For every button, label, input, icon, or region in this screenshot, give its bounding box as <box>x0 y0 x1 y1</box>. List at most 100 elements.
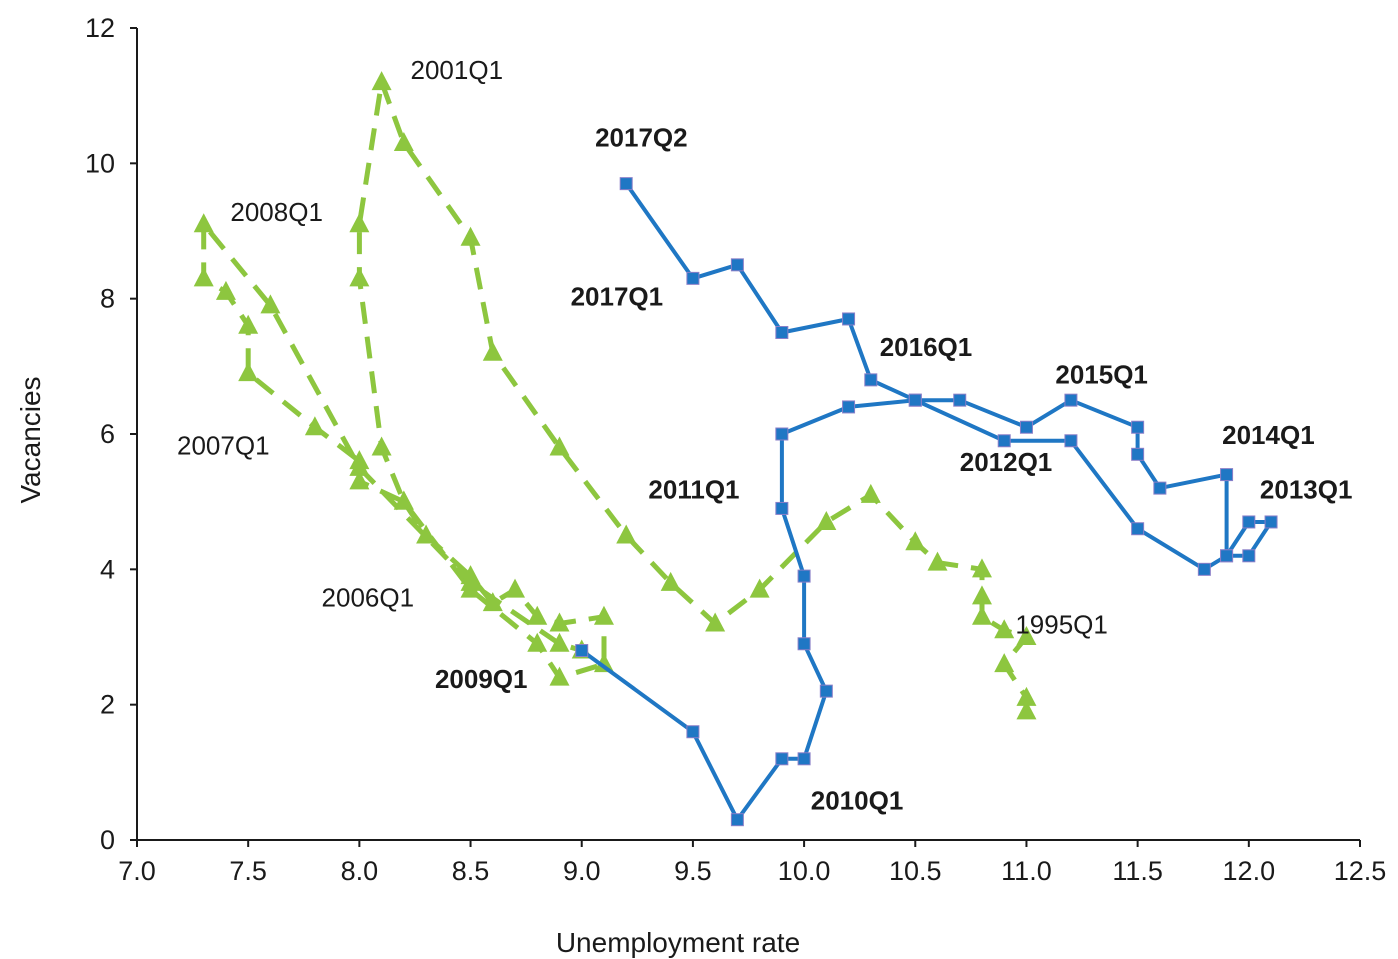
x-tick-label: 10.5 <box>889 856 942 886</box>
data-point <box>527 605 548 625</box>
series-1 <box>193 71 1037 720</box>
data-point <box>238 362 259 382</box>
x-tick-label: 12.0 <box>1223 856 1276 886</box>
data-point <box>393 132 414 152</box>
data-point <box>797 637 811 651</box>
data-point <box>775 427 789 441</box>
x-tick-label: 9.0 <box>563 856 601 886</box>
point-annotation: 2016Q1 <box>880 332 973 362</box>
x-tick-label: 10.0 <box>778 856 831 886</box>
data-point <box>619 177 633 191</box>
data-point <box>1264 515 1278 529</box>
y-tick-label: 0 <box>100 825 115 855</box>
data-point <box>1220 549 1234 563</box>
data-point <box>371 71 392 91</box>
data-point <box>842 312 856 326</box>
data-point <box>549 666 570 686</box>
data-point <box>819 684 833 698</box>
data-point <box>1131 447 1145 461</box>
data-point <box>1019 420 1033 434</box>
data-point <box>971 605 992 625</box>
point-annotation: 2017Q2 <box>595 122 688 152</box>
y-tick-label: 10 <box>85 148 115 178</box>
data-point <box>797 569 811 583</box>
series-2 <box>575 177 1278 827</box>
point-annotation: 2010Q1 <box>811 786 904 816</box>
point-annotation: 2006Q1 <box>322 583 415 613</box>
point-annotation: 2012Q1 <box>960 447 1053 477</box>
data-point <box>927 551 948 571</box>
data-point <box>864 373 878 387</box>
data-point <box>1016 626 1037 645</box>
data-point <box>775 752 789 766</box>
data-point <box>349 267 370 287</box>
data-point <box>1131 522 1145 536</box>
data-point <box>593 605 614 625</box>
point-annotation: 2011Q1 <box>648 474 739 504</box>
x-tick-label: 7.5 <box>229 856 267 886</box>
data-point <box>971 558 992 578</box>
point-annotation: 2017Q1 <box>571 281 664 311</box>
chart-axes: 7.0 7.5 8.0 8.5 9.0 9.5 10.0 10.5 11.0 11.5 12.0 12… <box>85 13 1386 886</box>
data-point <box>1242 549 1256 563</box>
data-point <box>994 619 1015 639</box>
data-point <box>775 326 789 339</box>
data-point <box>1220 468 1234 482</box>
data-point <box>1153 481 1167 495</box>
point-annotation: 2013Q1 <box>1260 474 1353 504</box>
data-point <box>460 571 481 591</box>
x-tick-label: 11.0 <box>1001 856 1052 886</box>
y-tick-label: 6 <box>100 419 115 449</box>
data-point <box>953 393 967 407</box>
data-point <box>549 612 570 632</box>
data-point <box>1064 393 1078 407</box>
data-point <box>730 258 744 272</box>
data-point <box>505 578 526 598</box>
point-annotation: 2015Q1 <box>1055 359 1148 389</box>
data-point <box>816 510 837 530</box>
data-point <box>971 585 992 605</box>
y-tick-label: 4 <box>100 554 115 584</box>
data-point <box>660 571 681 591</box>
y-axis-title: Vacancies <box>15 376 46 503</box>
data-point <box>775 501 789 515</box>
data-point <box>260 294 281 314</box>
data-point <box>749 578 770 598</box>
data-point <box>616 524 637 544</box>
data-point <box>842 400 856 414</box>
data-point <box>1064 434 1078 448</box>
data-point <box>1197 562 1211 576</box>
x-tick-label: 12.5 <box>1334 856 1387 886</box>
data-point <box>349 470 370 490</box>
data-point <box>797 752 811 766</box>
data-point <box>238 314 259 334</box>
point-annotation: 2008Q1 <box>230 197 323 227</box>
data-point <box>686 725 700 739</box>
data-point <box>905 531 926 551</box>
x-axis-title: Unemployment rate <box>556 927 800 958</box>
data-point <box>730 813 744 827</box>
data-point <box>393 490 414 510</box>
data-point <box>193 213 214 233</box>
data-point <box>349 456 370 476</box>
data-point <box>416 524 437 544</box>
x-tick-label: 8.0 <box>341 856 379 886</box>
data-point <box>1016 686 1037 706</box>
point-annotation: 2007Q1 <box>177 430 270 460</box>
series-layer <box>193 71 1278 827</box>
data-point <box>549 436 570 456</box>
data-point <box>908 393 922 407</box>
data-point <box>686 271 700 285</box>
y-tick-label: 12 <box>85 13 115 43</box>
data-point <box>549 632 570 652</box>
data-point <box>994 653 1015 673</box>
data-point <box>997 434 1011 448</box>
y-tick-label: 8 <box>100 284 115 314</box>
data-point <box>527 632 548 652</box>
data-point <box>575 644 589 658</box>
data-point <box>482 341 503 361</box>
data-point <box>593 653 614 673</box>
data-point <box>349 213 370 233</box>
x-tick-label: 11.5 <box>1112 856 1163 886</box>
